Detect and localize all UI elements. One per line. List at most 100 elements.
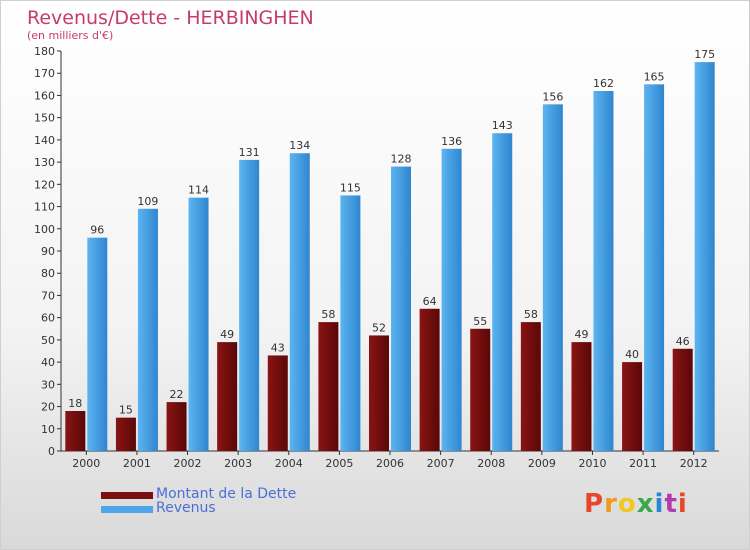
data-label: 156 — [542, 90, 563, 103]
revenus-bar — [289, 153, 310, 451]
dette-bar — [369, 335, 389, 451]
dette-bar — [520, 322, 541, 451]
y-tick-label: 50 — [41, 334, 55, 347]
x-tick-label: 2007 — [427, 457, 455, 470]
y-tick-label: 70 — [41, 289, 55, 302]
data-label: 109 — [137, 195, 158, 208]
legend-label-dette: Montant de la Dette — [156, 486, 297, 502]
revenus-bar — [188, 197, 209, 451]
x-tick-label: 2000 — [72, 457, 100, 470]
logo-letter: o — [617, 489, 637, 519]
revenus-bar — [593, 91, 614, 451]
data-label: 162 — [593, 77, 614, 90]
x-tick-label: 2004 — [275, 457, 303, 470]
chart-subtitle: (en milliers d'€) — [27, 29, 114, 42]
logo-letter: i — [677, 489, 688, 519]
logo-letter: x — [636, 489, 655, 519]
y-tick-label: 60 — [41, 312, 55, 325]
data-label: 131 — [239, 146, 260, 159]
dette-bar — [571, 342, 592, 451]
dette-bar — [217, 342, 238, 451]
data-label: 49 — [220, 328, 234, 341]
data-label: 40 — [625, 348, 639, 361]
revenus-bar — [644, 84, 665, 451]
data-label: 46 — [676, 335, 690, 348]
x-tick-label: 2005 — [325, 457, 353, 470]
dette-bar — [65, 411, 86, 451]
revenus-bar — [87, 237, 108, 451]
revenus-bar — [340, 195, 361, 451]
y-tick-label: 120 — [34, 178, 55, 191]
dette-bar — [166, 402, 187, 451]
y-tick-label: 100 — [34, 223, 55, 236]
x-tick-label: 2001 — [123, 457, 151, 470]
revenus-bar — [239, 159, 260, 451]
revenus-bar — [694, 62, 715, 451]
x-tick-label: 2010 — [578, 457, 606, 470]
dette-bar — [419, 308, 440, 451]
chart-title: Revenus/Dette - HERBINGHEN — [27, 7, 314, 29]
x-tick-label: 2003 — [224, 457, 252, 470]
y-tick-label: 130 — [34, 156, 55, 169]
revenus-bar — [492, 133, 513, 451]
y-tick-label: 0 — [48, 445, 55, 458]
dette-bar — [622, 362, 643, 451]
data-label: 18 — [68, 397, 82, 410]
x-tick-label: 2011 — [629, 457, 657, 470]
y-tick-label: 40 — [41, 356, 55, 369]
logo-letter: r — [604, 489, 618, 519]
data-label: 114 — [188, 184, 209, 197]
revenus-bar — [391, 166, 411, 452]
data-label: 58 — [524, 308, 538, 321]
data-label: 96 — [90, 224, 104, 237]
data-label: 55 — [473, 315, 487, 328]
y-tick-label: 90 — [41, 245, 55, 258]
legend-swatch-revenus — [101, 506, 153, 513]
y-tick-label: 20 — [41, 401, 55, 414]
data-label: 52 — [372, 321, 386, 334]
revenus-bar — [542, 104, 563, 451]
revenus-bar — [441, 148, 462, 451]
dette-bar — [115, 417, 136, 451]
data-label: 15 — [119, 404, 133, 417]
dette-bar — [470, 328, 491, 451]
logo-letter: P — [584, 489, 605, 519]
legend-label-revenus: Revenus — [156, 500, 216, 516]
data-label: 58 — [321, 308, 335, 321]
data-label: 49 — [574, 328, 588, 341]
data-label: 64 — [423, 295, 437, 308]
y-tick-label: 10 — [41, 423, 55, 436]
x-tick-label: 2009 — [528, 457, 556, 470]
y-tick-label: 160 — [34, 89, 55, 102]
proxiti-logo: Proxiti — [584, 489, 688, 519]
revenus-bar — [137, 208, 158, 451]
legend-swatch-dette — [101, 492, 153, 499]
x-tick-label: 2012 — [680, 457, 708, 470]
data-label: 134 — [289, 139, 310, 152]
y-tick-label: 80 — [41, 267, 55, 280]
dette-bar — [318, 322, 339, 451]
data-label: 115 — [340, 181, 361, 194]
y-tick-label: 30 — [41, 378, 55, 391]
logo-letter: t — [664, 489, 678, 519]
data-label: 128 — [391, 153, 412, 166]
y-tick-label: 140 — [34, 134, 55, 147]
data-label: 143 — [492, 119, 513, 132]
logo-letter: i — [654, 489, 665, 519]
y-tick-label: 150 — [34, 112, 55, 125]
data-label: 43 — [271, 341, 285, 354]
x-tick-label: 2002 — [174, 457, 202, 470]
data-label: 22 — [170, 388, 184, 401]
y-tick-label: 170 — [34, 67, 55, 80]
x-tick-label: 2008 — [477, 457, 505, 470]
dette-bar — [672, 348, 693, 451]
data-label: 136 — [441, 135, 462, 148]
x-tick-label: 2006 — [376, 457, 404, 470]
y-tick-label: 180 — [34, 45, 55, 58]
dette-bar — [267, 355, 288, 451]
y-tick-label: 110 — [34, 201, 55, 214]
data-label: 165 — [644, 70, 665, 83]
data-label: 175 — [694, 48, 715, 61]
